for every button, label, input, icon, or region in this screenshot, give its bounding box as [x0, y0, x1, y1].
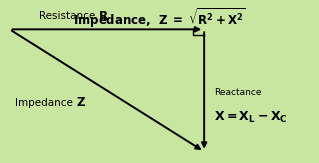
- Text: Resistance: Resistance: [39, 11, 99, 21]
- Text: R: R: [99, 10, 108, 23]
- Text: Z: Z: [77, 96, 85, 109]
- Text: Impedance: Impedance: [15, 98, 77, 108]
- Text: $\mathbf{Impedance, \;\; Z \;=\; \sqrt{R^2 + X^2}}$: $\mathbf{Impedance, \;\; Z \;=\; \sqrt{R…: [73, 7, 246, 30]
- Text: Reactance: Reactance: [214, 88, 261, 97]
- Text: $\mathbf{X = X_L - X_C}$: $\mathbf{X = X_L - X_C}$: [214, 110, 287, 125]
